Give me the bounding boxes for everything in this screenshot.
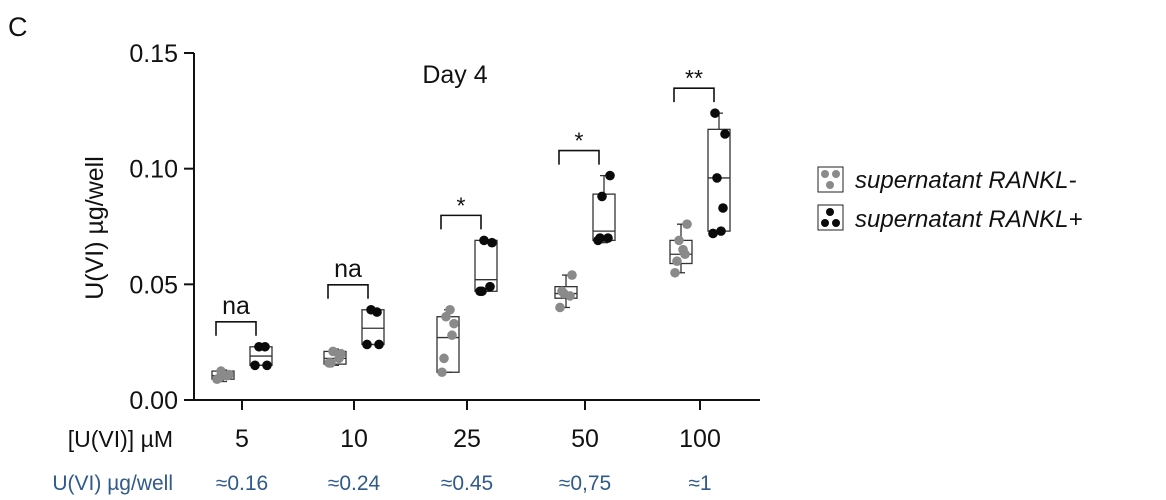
data-point (479, 235, 489, 246)
legend-swatch-dot (826, 181, 834, 189)
data-point (595, 233, 605, 243)
y-tick-label: 0.15 (129, 40, 178, 68)
significance-label: * (575, 128, 584, 154)
data-point (712, 173, 722, 183)
significance-label: na (334, 255, 362, 283)
data-point (682, 219, 692, 229)
data-point (449, 318, 459, 329)
second-row-value: ≈0.24 (328, 472, 381, 495)
second-row-values: ≈0.16 ≈0.24 ≈0.45 ≈0,75 ≈1 (216, 472, 712, 495)
data-point (447, 330, 457, 341)
data-point (678, 244, 688, 255)
significance-bracket (673, 87, 715, 103)
chart-title: Day 4 (422, 61, 487, 89)
boxes-layer (211, 112, 731, 383)
y-tick-label: 0.10 (129, 156, 178, 184)
data-point (597, 191, 607, 202)
data-point (336, 348, 346, 359)
panel-label: C (8, 12, 28, 42)
x-tick-label: 10 (340, 425, 368, 453)
significance-label: na (222, 292, 250, 320)
legend-label-rankl-minus: supernatant RANKL- (855, 167, 1076, 194)
legend-item-rankl-minus: supernatant RANKL- (817, 166, 1076, 194)
data-point (262, 360, 272, 371)
second-row-value: ≈0.16 (216, 472, 268, 495)
x-tick-label: 25 (453, 425, 481, 453)
data-point (250, 360, 260, 371)
legend-item-rankl-plus: supernatant RANKL+ (817, 204, 1082, 233)
data-point (362, 339, 372, 350)
x-tick-label: 50 (571, 425, 599, 453)
data-point (254, 341, 264, 352)
data-point (366, 304, 376, 315)
data-point (437, 367, 447, 378)
points-layer (212, 108, 730, 384)
data-point (672, 256, 682, 267)
legend-swatch-dot (826, 208, 834, 216)
significance-bracket (215, 320, 257, 336)
y-tick-label: 0.05 (129, 271, 178, 299)
legend-swatch-dot (832, 170, 840, 178)
data-point (557, 286, 567, 297)
data-point (710, 108, 720, 118)
data-point (718, 203, 728, 213)
y-axis-label: U(VI) µg/well (81, 156, 109, 300)
significance-label: ** (685, 65, 703, 91)
data-point (439, 353, 449, 364)
second-row-value: ≈0,75 (559, 472, 611, 495)
x-tick-label: 100 (679, 425, 721, 453)
legend-swatch-dot (821, 219, 829, 227)
data-point (487, 237, 497, 248)
legend: supernatant RANKL- supernatant RANKL+ (817, 166, 1082, 233)
data-point (485, 281, 495, 292)
x-tick-label: 5 (235, 425, 249, 453)
legend-label-rankl-plus: supernatant RANKL+ (855, 206, 1082, 233)
data-point (670, 267, 680, 278)
data-point (477, 286, 487, 297)
significance-label: * (457, 192, 466, 218)
data-point (605, 170, 615, 181)
data-point (224, 369, 234, 380)
significance-bracket (440, 214, 482, 230)
y-tick-label: 0.00 (129, 387, 178, 415)
data-point (374, 339, 384, 350)
data-point (567, 270, 577, 280)
data-point (674, 235, 684, 246)
data-point (716, 226, 726, 236)
y-axis-ticks: 0.00 0.05 0.10 0.15 (129, 40, 194, 415)
x-axis-ticks: 5 10 25 50 100 (235, 400, 721, 453)
box-rect (592, 193, 616, 242)
significance-bracket (558, 149, 600, 165)
data-point (328, 346, 338, 357)
data-point (445, 304, 455, 315)
legend-swatch-dot (832, 219, 840, 227)
legend-swatch-dot (821, 170, 829, 178)
data-point (441, 311, 451, 322)
significance-bracket (327, 283, 369, 299)
x-row-label: [U(VI)] µM (68, 426, 173, 452)
second-row-value: ≈1 (688, 472, 711, 495)
data-point (720, 129, 730, 139)
second-row-label: U(VI) µg/well (52, 472, 173, 495)
data-point (555, 302, 565, 313)
data-point (326, 358, 336, 368)
data-point (214, 373, 224, 383)
data-point (708, 228, 718, 239)
second-row-value: ≈0.45 (441, 472, 493, 495)
data-point (603, 233, 613, 243)
